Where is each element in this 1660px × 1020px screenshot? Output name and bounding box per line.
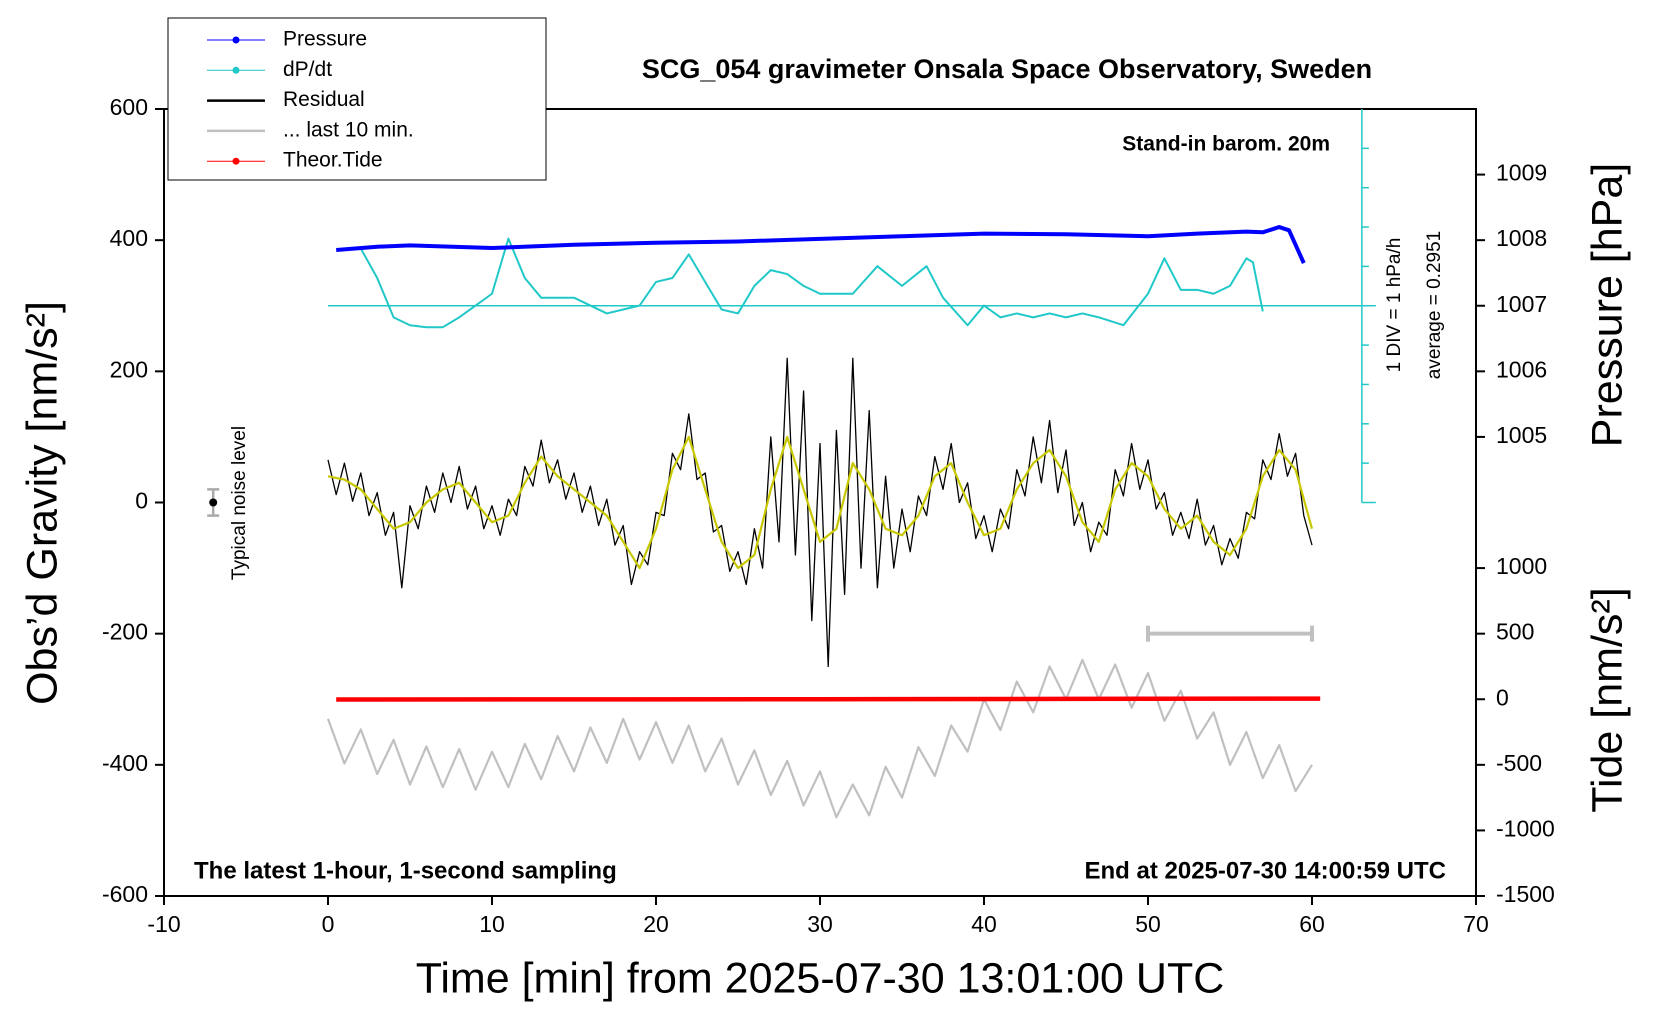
x-tick-label: -10 [147, 911, 180, 937]
y3-tick-label: -500 [1496, 750, 1542, 776]
y3-tick-label: 500 [1496, 619, 1534, 645]
legend-marker [232, 66, 240, 74]
series-line [327, 435, 1314, 570]
x-tick-label: 10 [479, 911, 505, 937]
series-line [326, 658, 1313, 819]
x-tick-label: 30 [807, 911, 833, 937]
y-tick-label: 200 [110, 356, 148, 382]
div-note: 1 DIV = 1 hPa/h [1384, 238, 1405, 373]
legend-marker [232, 157, 240, 165]
y3-axis-label: Tide [nm/s²] [1583, 587, 1631, 812]
average-note: average = 0.2951 [1424, 231, 1445, 379]
noise-label: Typical noise level [229, 426, 250, 580]
legend-box [167, 17, 547, 181]
x-tick-label: 40 [971, 911, 997, 937]
series-line [336, 696, 1321, 702]
series-line [336, 225, 1306, 264]
y-tick-label: -400 [102, 750, 148, 776]
y2-tick-label: 1009 [1496, 160, 1547, 186]
y3-tick-label: 0 [1496, 684, 1509, 710]
chart-title: SCG_054 gravimeter Onsala Space Observat… [642, 54, 1372, 84]
y-tick-label: 400 [110, 225, 148, 251]
y3-tick-label: -1500 [1496, 881, 1555, 907]
y3-tick-label: 1000 [1496, 553, 1547, 579]
y2-axis-label: Pressure [hPa] [1583, 163, 1631, 447]
y-tick-label: 0 [135, 488, 148, 514]
y-tick-label: 600 [110, 94, 148, 120]
y-tick-label: -200 [102, 619, 148, 645]
series-line [327, 357, 1313, 668]
noise-point [209, 498, 218, 507]
barometer-note: Stand-in barom. 20m [1122, 133, 1330, 156]
x-tick-label: 50 [1135, 911, 1161, 937]
x-tick-label: 0 [322, 911, 335, 937]
y-axis-label: Obs’d Gravity [nm/s²] [18, 301, 66, 705]
end-note: End at 2025-07-30 14:00:59 UTC [1085, 857, 1447, 884]
y2-tick-label: 1007 [1496, 291, 1547, 317]
y3-tick-label: -1000 [1496, 815, 1555, 841]
y2-tick-label: 1005 [1496, 422, 1547, 448]
x-tick-label: 20 [643, 911, 669, 937]
y2-tick-label: 1008 [1496, 225, 1547, 251]
legend-label: ... last 10 min. [283, 118, 414, 141]
legend-label: Theor.Tide [283, 149, 383, 172]
series-line [359, 237, 1264, 329]
x-axis-label: Time [min] from 2025-07-30 13:01:00 UTC [416, 954, 1225, 1002]
x-tick-label: 60 [1299, 911, 1325, 937]
legend-marker [232, 36, 240, 44]
legend-label: dP/dt [283, 58, 332, 81]
y-tick-label: -600 [102, 881, 148, 907]
y2-tick-label: 1006 [1496, 356, 1547, 382]
legend-label: Residual [283, 88, 365, 111]
legend-label: Pressure [283, 28, 367, 51]
x-tick-label: 70 [1463, 911, 1489, 937]
sampling-note: The latest 1-hour, 1-second sampling [194, 857, 617, 884]
